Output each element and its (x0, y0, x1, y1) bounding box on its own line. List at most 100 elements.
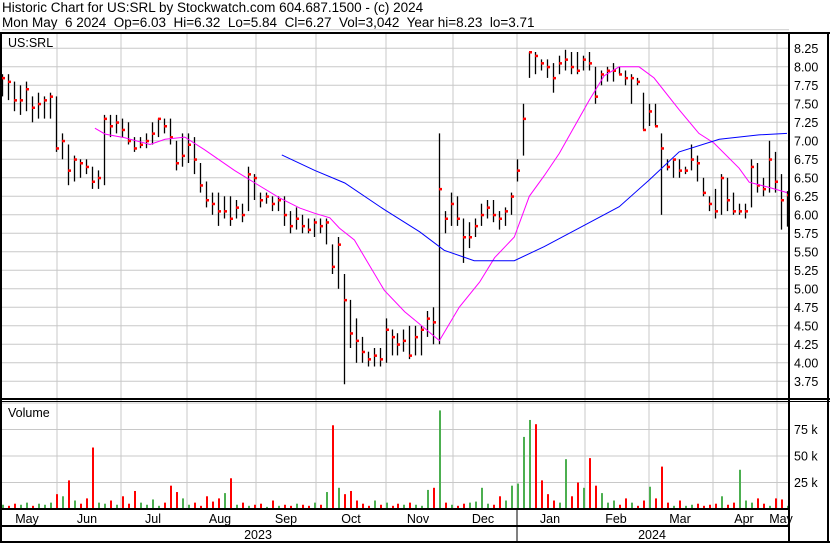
volume-bar (302, 504, 304, 509)
close-tick (637, 80, 640, 84)
volume-bar (146, 504, 148, 509)
close-tick (248, 173, 251, 176)
close-tick (50, 95, 53, 98)
volume-bar (374, 500, 376, 509)
volume-bar (128, 503, 130, 509)
volume-bar (703, 505, 705, 509)
close-tick (439, 187, 442, 191)
close-tick (128, 139, 131, 143)
close-tick (607, 69, 610, 72)
close-tick (320, 224, 323, 228)
volume-bar (415, 504, 417, 509)
volume-bar (122, 496, 124, 509)
volume-bar (535, 424, 537, 509)
volume-bar (559, 502, 561, 509)
volume-bar (284, 504, 286, 509)
volume-bar (601, 493, 603, 509)
volume-bar (50, 502, 52, 509)
volume-bar (152, 499, 154, 509)
volume-bar (236, 504, 238, 509)
close-tick (475, 224, 478, 228)
close-tick (427, 317, 430, 320)
close-tick (757, 184, 760, 187)
volume-bar (296, 503, 298, 509)
volume-bar (499, 496, 501, 509)
price-tick-label: 6.75 (794, 153, 818, 167)
volume-bar (727, 504, 729, 509)
volume-bar (775, 498, 777, 509)
close-tick (553, 76, 556, 80)
volume-bar (709, 504, 711, 509)
close-tick (595, 95, 598, 98)
close-tick (374, 354, 377, 357)
close-tick (643, 128, 646, 132)
close-tick (451, 202, 454, 206)
close-tick (20, 99, 23, 102)
volume-bar (380, 504, 382, 509)
close-tick (463, 236, 466, 239)
volume-bar (781, 499, 783, 509)
volume-bar (260, 503, 262, 509)
close-tick (8, 80, 11, 84)
close-tick (619, 73, 622, 76)
volume-bar (697, 503, 699, 509)
volume-bar (481, 487, 483, 509)
close-tick (763, 187, 766, 191)
volume-bar (619, 504, 621, 509)
close-tick (487, 206, 490, 209)
volume-bar (194, 502, 196, 509)
long-moving-average-line (281, 132, 788, 262)
volume-bar (338, 487, 340, 509)
volume-bar (523, 436, 525, 509)
close-tick (140, 143, 143, 146)
volume-bar (667, 502, 669, 509)
volume-bar (445, 502, 447, 509)
close-tick (703, 191, 706, 195)
close-tick (314, 221, 317, 224)
chart-title: Historic Chart for US:SRL by Stockwatch.… (2, 0, 424, 15)
volume-bar (745, 500, 747, 509)
volume-bar (248, 505, 250, 509)
close-tick (751, 165, 754, 169)
price-bars (1, 49, 790, 385)
close-tick (781, 199, 784, 202)
close-tick (392, 335, 395, 339)
volume-bar (308, 505, 310, 509)
volume-bar (368, 505, 370, 509)
volume-tick-label: 50 k (794, 450, 818, 464)
close-tick (80, 162, 83, 165)
price-tick-label: 7.25 (794, 116, 818, 130)
close-tick (493, 213, 496, 217)
close-tick (403, 339, 406, 343)
close-tick (649, 110, 652, 113)
close-tick (739, 210, 742, 213)
close-tick (266, 195, 269, 198)
close-tick (290, 224, 293, 228)
volume-bar (8, 505, 10, 509)
volume-bar (469, 502, 471, 509)
grid (2, 29, 789, 509)
volume-bar (421, 505, 423, 509)
close-tick (26, 88, 29, 91)
close-tick (302, 224, 305, 228)
volume-tick-label: 75 k (794, 423, 818, 437)
close-tick (685, 169, 688, 172)
close-tick (146, 139, 149, 143)
volume-bar (739, 469, 741, 509)
volume-bar (38, 503, 40, 509)
close-tick (134, 147, 137, 150)
volume-bar (475, 501, 477, 509)
price-tick-label: 5.75 (794, 227, 818, 241)
volume-bar (206, 496, 208, 509)
close-tick (212, 202, 215, 206)
volume-bar (158, 505, 160, 509)
volume-bar (439, 410, 441, 509)
close-tick (98, 176, 101, 180)
volume-bar (110, 500, 112, 509)
volume-bar (583, 487, 585, 509)
close-tick (517, 169, 520, 172)
volume-bar (356, 500, 358, 509)
close-tick (433, 321, 436, 324)
price-tick-label: 8.00 (794, 60, 818, 74)
close-tick (589, 62, 592, 65)
